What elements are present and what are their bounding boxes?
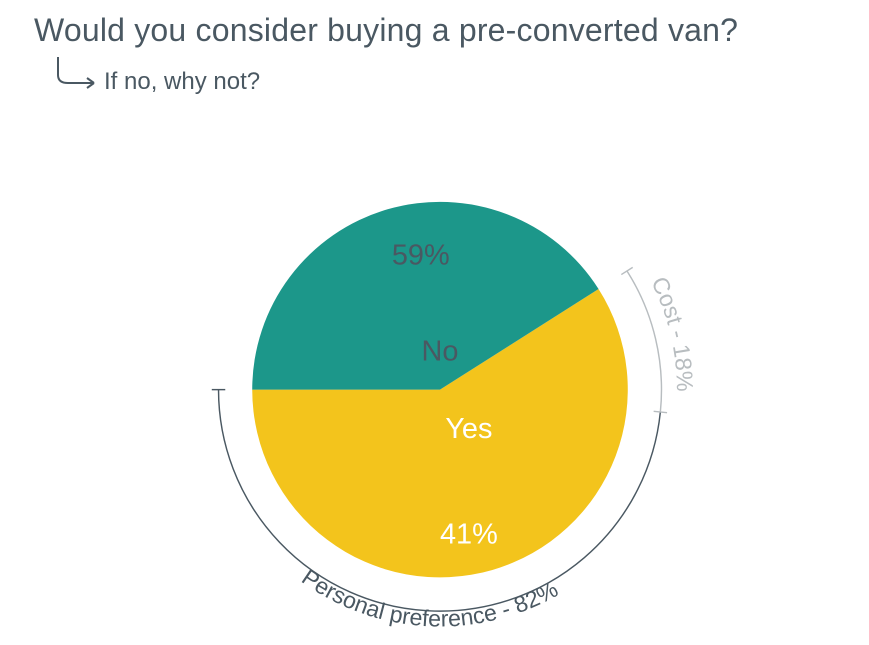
page-title: Would you consider buying a pre-converte… xyxy=(34,12,738,49)
pie-percent-yes: 41% xyxy=(440,519,498,551)
chart-area: 59%No41%YesPersonal preference - 82%Cost… xyxy=(120,120,760,640)
subtitle: If no, why not? xyxy=(104,68,260,96)
pie-label-yes: Yes xyxy=(445,413,492,445)
outer-arc-tick xyxy=(621,267,632,274)
pie-percent-no: 59% xyxy=(392,239,450,271)
pie-label-no: No xyxy=(422,336,459,368)
followup-arrow-icon xyxy=(54,57,104,93)
outer-arc-tick xyxy=(654,411,667,412)
